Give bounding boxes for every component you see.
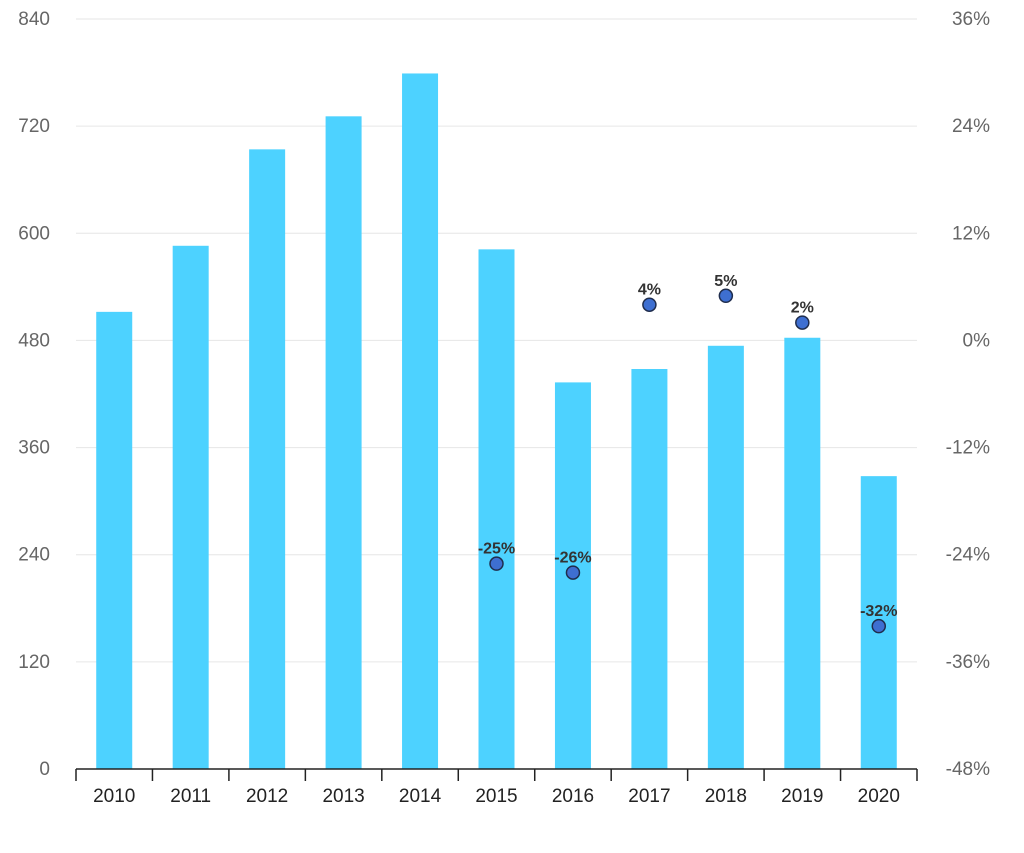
x-tick-label: 2010 bbox=[93, 786, 135, 807]
left-y-tick-label: 0 bbox=[39, 759, 50, 780]
right-y-tick-label: -24% bbox=[946, 545, 990, 566]
bar-series bbox=[96, 73, 897, 770]
right-y-tick-label: -48% bbox=[946, 759, 990, 780]
x-axis-labels: 2010 2011 2012 2013 2014 2015 2016 2017 2018 2019… bbox=[93, 786, 900, 807]
data-point bbox=[565, 565, 581, 580]
x-tick-label: 2012 bbox=[246, 786, 288, 807]
bar bbox=[96, 311, 133, 769]
left-y-tick-label: 840 bbox=[18, 9, 50, 30]
data-point bbox=[871, 618, 887, 634]
data-label: 2% bbox=[791, 300, 814, 317]
bar bbox=[325, 116, 362, 770]
x-tick-label: 2013 bbox=[322, 786, 364, 807]
data-point bbox=[718, 288, 734, 304]
right-y-tick-label: 12% bbox=[952, 223, 990, 244]
data-point bbox=[642, 297, 657, 312]
x-tick-label: 2019 bbox=[781, 786, 823, 807]
percent-change-series: -25% -26% 4% 5% 2% -32% bbox=[478, 273, 897, 634]
data-label: -32% bbox=[860, 603, 897, 620]
bar bbox=[249, 149, 286, 769]
bar bbox=[707, 345, 744, 769]
x-tick-label: 2018 bbox=[705, 786, 747, 807]
x-tick-label: 2020 bbox=[858, 786, 900, 807]
bar bbox=[631, 369, 668, 769]
x-tick-label: 2015 bbox=[475, 786, 517, 807]
data-label: -26% bbox=[554, 550, 591, 567]
bar bbox=[784, 337, 821, 769]
x-tick-label: 2014 bbox=[399, 786, 442, 807]
x-axis bbox=[75, 768, 918, 781]
x-tick-label: 2017 bbox=[628, 786, 670, 807]
bar bbox=[172, 245, 209, 770]
right-y-tick-label: -12% bbox=[946, 438, 990, 459]
x-tick-label: 2011 bbox=[170, 786, 211, 807]
data-label: 4% bbox=[638, 282, 661, 299]
x-tick-label: 2016 bbox=[552, 786, 594, 807]
bar bbox=[402, 73, 439, 769]
data-point bbox=[489, 556, 504, 571]
left-y-tick-label: 480 bbox=[18, 330, 50, 351]
data-point bbox=[795, 315, 810, 330]
left-y-tick-label: 360 bbox=[18, 438, 50, 459]
left-y-tick-label: 720 bbox=[18, 116, 50, 137]
left-y-axis: 0 120 240 360 480 600 720 840 bbox=[18, 9, 50, 780]
left-y-tick-label: 120 bbox=[18, 652, 50, 673]
data-label: 5% bbox=[714, 273, 737, 290]
right-y-tick-label: -36% bbox=[946, 652, 990, 673]
left-y-tick-label: 600 bbox=[18, 223, 50, 244]
left-y-tick-label: 240 bbox=[18, 545, 50, 566]
data-label: -25% bbox=[478, 541, 515, 558]
right-y-tick-label: 0% bbox=[963, 330, 991, 351]
right-y-axis: -48% -36% -24% -12% 0% 12% 24% 36% bbox=[946, 9, 990, 780]
right-y-tick-label: 24% bbox=[952, 116, 990, 137]
bar bbox=[478, 249, 515, 769]
right-y-tick-label: 36% bbox=[952, 9, 990, 30]
